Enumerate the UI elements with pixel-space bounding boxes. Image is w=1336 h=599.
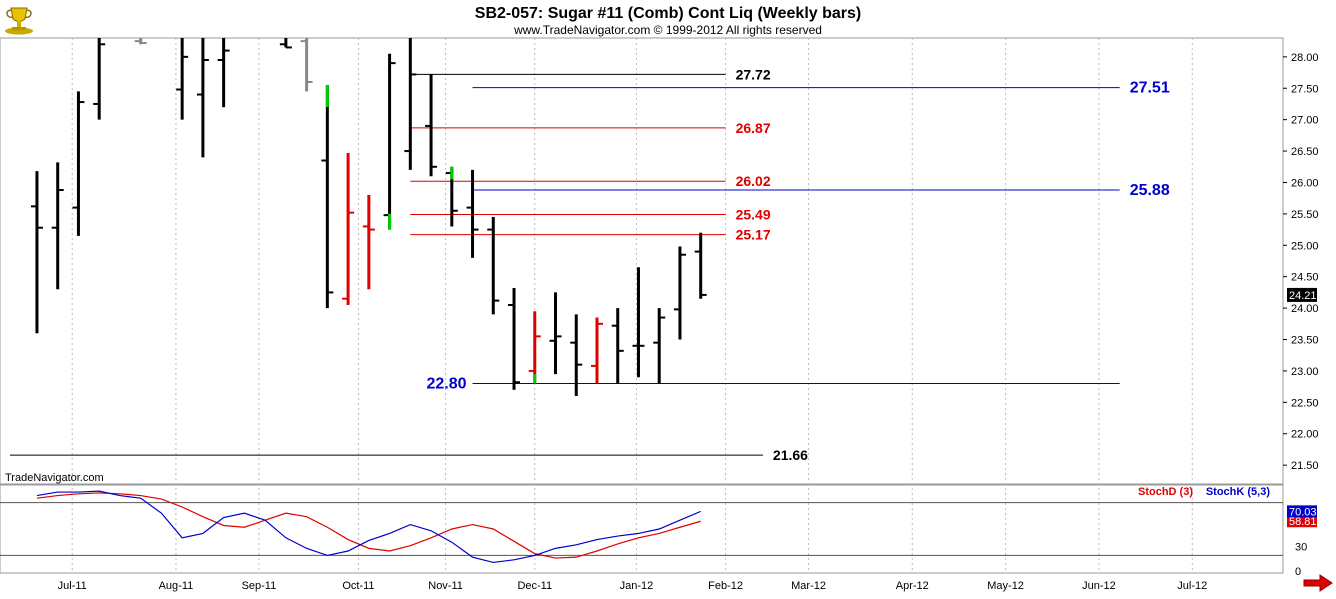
- chart-subtitle: www.TradeNavigator.com © 1999-2012 All r…: [513, 23, 822, 37]
- level-label: 25.88: [1130, 182, 1170, 199]
- x-tick-label: Feb-12: [708, 580, 743, 592]
- stochastic-lines: [0, 490, 1283, 564]
- y-tick-label: 21.50: [1291, 460, 1319, 472]
- ohlc-bar: [611, 308, 624, 384]
- ohlc-bar: [632, 267, 645, 378]
- ohlc-bar: [653, 308, 666, 384]
- y-tick-label: 28.00: [1291, 52, 1319, 64]
- stoch-y-tick-label: 0: [1295, 566, 1301, 578]
- ohlc-bar: [425, 74, 438, 177]
- ohlc-bar: [279, 38, 292, 49]
- stochastic-panel-frame: [0, 484, 1284, 574]
- level-lines: 27.72 27.51 26.87 26.02 25.88 25.49 25.17 22.80…: [10, 66, 1170, 463]
- x-tick-label: Aug-11: [159, 580, 194, 592]
- y-tick-label: 25.00: [1291, 240, 1319, 252]
- level-label: 25.17: [736, 227, 771, 243]
- right-arrow-icon[interactable]: [1302, 574, 1334, 592]
- ohlc-bar: [404, 38, 417, 170]
- ohlc-bar: [466, 169, 479, 258]
- y-tick-label: 26.50: [1291, 146, 1319, 158]
- x-tick-label: Oct-11: [342, 580, 374, 592]
- chart-title: SB2-057: Sugar #11 (Comb) Cont Liq (Week…: [475, 5, 861, 22]
- trophy-logo-icon: [5, 7, 33, 35]
- level-label: 26.87: [736, 120, 771, 136]
- ohlc-bar: [508, 288, 521, 390]
- stoch-y-tick-label: 30: [1295, 542, 1307, 554]
- stoch-series-line: [36, 490, 701, 564]
- ohlc-bar: [30, 171, 43, 334]
- x-tick-label: May-12: [987, 580, 1024, 592]
- x-tick-label: Dec-11: [517, 580, 552, 592]
- ohlc-bar: [196, 38, 209, 158]
- ohlc-bar: [549, 292, 562, 375]
- y-tick-label: 27.00: [1291, 115, 1319, 127]
- stochd-legend: StochD (3): [1138, 486, 1193, 498]
- stoch-series-line: [36, 492, 701, 559]
- x-tick-label: Nov-11: [428, 580, 463, 592]
- y-tick-label: 26.00: [1291, 177, 1319, 189]
- ohlc-bar: [342, 152, 355, 305]
- x-tick-label: Jul-11: [58, 580, 87, 592]
- stoch-value-box: [1287, 505, 1317, 518]
- level-label: 27.51: [1130, 80, 1170, 97]
- ohlc-bar: [93, 38, 106, 120]
- level-label: 26.02: [736, 173, 771, 189]
- price-bars: [30, 38, 707, 397]
- stoch-value-label: 58.81: [1289, 516, 1317, 528]
- x-tick-label: Apr-12: [896, 580, 929, 592]
- y-tick-label: 27.50: [1291, 83, 1319, 95]
- ohlc-bar: [673, 246, 686, 340]
- y-tick-label: 23.00: [1291, 366, 1319, 378]
- stoch-value-box: [1287, 515, 1317, 528]
- y-tick-label: 22.50: [1291, 397, 1319, 409]
- ohlc-bar: [694, 232, 707, 299]
- level-label: 25.49: [736, 207, 771, 223]
- y-tick-label: 23.50: [1291, 335, 1319, 347]
- ohlc-bar: [51, 162, 64, 290]
- price-panel-frame: [0, 37, 1284, 485]
- y-tick-label: 24.00: [1291, 303, 1319, 315]
- axis-labels: Jul-11 Aug-11 Sep-11 Oct-11 Nov-11 Dec-11 Jan-…: [58, 52, 1319, 592]
- ohlc-bar: [321, 85, 334, 309]
- level-label: 27.72: [736, 66, 771, 82]
- ohlc-bar: [72, 91, 85, 236]
- level-label: 21.66: [773, 447, 808, 463]
- brand-watermark: TradeNavigator.com: [5, 472, 104, 484]
- ohlc-bar: [362, 195, 375, 290]
- ohlc-bar: [528, 311, 541, 384]
- ohlc-bar: [217, 38, 230, 108]
- x-tick-label: Jan-12: [620, 580, 654, 592]
- level-label: 22.80: [426, 375, 466, 392]
- x-tick-label: Sep-11: [242, 580, 277, 592]
- ohlc-bar: [300, 38, 313, 92]
- x-tick-label: Mar-12: [791, 580, 826, 592]
- y-tick-label: 25.50: [1291, 209, 1319, 221]
- ohlc-bar: [134, 38, 147, 45]
- last-price-label: 24.21: [1289, 290, 1317, 302]
- y-tick-label: 24.50: [1291, 272, 1319, 284]
- x-tick-label: Jul-12: [1177, 580, 1207, 592]
- stochk-legend: StochK (5,3): [1206, 486, 1271, 498]
- ohlc-bar: [590, 317, 603, 384]
- x-tick-label: Jun-12: [1082, 580, 1116, 592]
- ohlc-bar: [570, 314, 583, 397]
- ohlc-bar: [487, 217, 500, 315]
- stoch-value-label: 70.03: [1289, 506, 1317, 518]
- y-tick-label: 22.00: [1291, 429, 1319, 441]
- ohlc-bar: [176, 38, 189, 120]
- last-price-box: [1287, 287, 1317, 302]
- grid-lines: [71, 38, 1193, 573]
